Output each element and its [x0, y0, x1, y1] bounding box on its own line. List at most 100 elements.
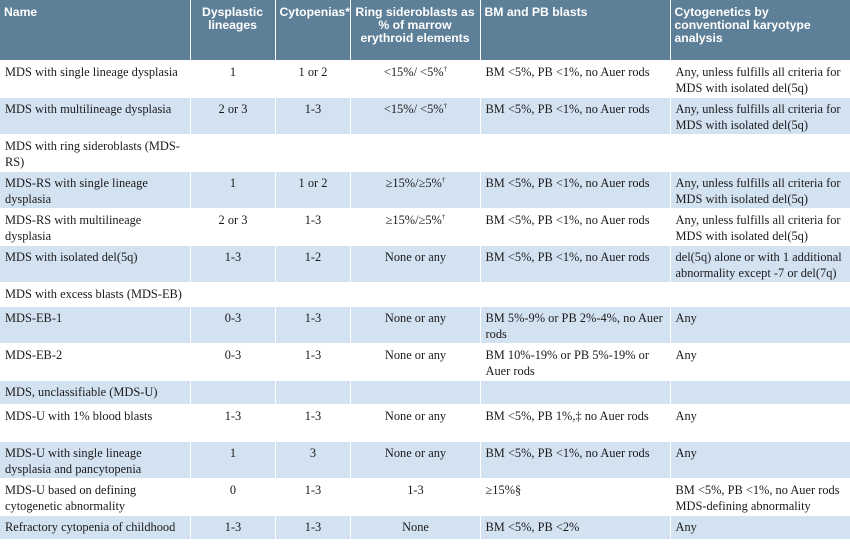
cell-cytopenias: 1-3: [275, 207, 351, 245]
header-cytopenias: Cytopenias*: [275, 0, 351, 60]
cell-blasts: BM <5%, PB <1%, no Auer rods: [480, 170, 671, 208]
header-cytogenetics: Cytogenetics by conventional karyotype a…: [674, 5, 811, 45]
cell-ring-sideroblasts: ≥15%/≥5%†: [350, 170, 481, 208]
header-blasts: BM and PB blasts: [480, 0, 671, 60]
cell-cytogenetics: [670, 133, 850, 171]
cell-ring-sideroblasts: None or any: [350, 403, 481, 441]
cell-blasts: ≥15%§: [480, 477, 671, 515]
cell-cytogenetics: [670, 281, 850, 306]
table-row: MDS-U with 1% blood blasts 1-3 1-3 None …: [0, 403, 850, 441]
cell-cytopenias: [275, 379, 351, 404]
cell-cytopenias: 1-3: [275, 403, 351, 441]
cell-cytopenias: 1-2: [275, 244, 351, 282]
cell-lineages: 0: [190, 477, 276, 515]
cell-ring-sideroblasts: None or any: [350, 440, 481, 478]
cell-blasts: [480, 281, 671, 306]
ring-value: <15%/ <5%: [383, 101, 444, 116]
cell-blasts: BM <5%, PB <1%, no Auer rods: [480, 96, 671, 134]
ring-value: None or any: [384, 347, 447, 362]
table-body: MDS with single lineage dysplasia 1 1 or…: [0, 59, 850, 539]
cell-name: MDS with isolated del(5q): [0, 244, 191, 282]
cell-name: Refractory cytopenia of childhood: [0, 514, 191, 539]
cell-lineages: [190, 133, 276, 171]
table-row: MDS with multilineage dysplasia 2 or 3 1…: [0, 96, 850, 134]
cell-name: MDS with multilineage dysplasia: [0, 96, 191, 134]
cell-cytopenias: 1 or 2: [275, 59, 351, 97]
cell-blasts: BM 5%-9% or PB 2%-4%, no Auer rods: [480, 305, 671, 343]
cell-lineages: 0-3: [190, 305, 276, 343]
cell-cytopenias: [275, 281, 351, 306]
footnote-mark: †: [443, 101, 448, 110]
cell-blasts: BM <5%, PB <1%, no Auer rods: [480, 244, 671, 282]
header-ring-sideroblasts: Ring sideroblasts as % of marrow erythro…: [350, 0, 481, 60]
cell-blasts: BM <5%, PB <2%: [480, 514, 671, 539]
cell-name: MDS, unclassifiable (MDS-U): [0, 379, 191, 404]
cell-blasts: [480, 133, 671, 171]
cell-cytopenias: 1-3: [275, 342, 351, 380]
cell-cytogenetics: Any: [670, 305, 850, 343]
ring-value: None: [402, 519, 429, 534]
cell-name: MDS with excess blasts (MDS-EB): [0, 281, 191, 306]
header-name: Name: [0, 0, 191, 60]
cell-cytogenetics: Any, unless fulfills all criteria for MD…: [670, 59, 850, 97]
table-row: MDS-EB-1 0-3 1-3 None or any BM 5%-9% or…: [0, 305, 850, 343]
table-row-group: MDS with ring sideroblasts (MDS-RS): [0, 133, 850, 171]
cell-cytopenias: 1 or 2: [275, 170, 351, 208]
cell-cytogenetics: [670, 379, 850, 404]
cell-ring-sideroblasts: ≥15%/≥5%†: [350, 207, 481, 245]
cell-ring-sideroblasts: None or any: [350, 305, 481, 343]
cell-name: MDS with ring sideroblasts (MDS-RS): [0, 133, 191, 171]
cell-name: MDS-EB-1: [0, 305, 191, 343]
ring-value: None or any: [384, 445, 447, 460]
ring-value: ≥15%/≥5%: [385, 212, 442, 227]
cell-name: MDS-RS with single lineage dysplasia: [0, 170, 191, 208]
footnote-mark: †: [443, 64, 448, 73]
header-dysplastic-lineages: Dysplastic lineages: [190, 0, 276, 60]
cell-name: MDS-EB-2: [0, 342, 191, 380]
cell-cytopenias: 1-3: [275, 514, 351, 539]
cell-ring-sideroblasts: 1-3: [350, 477, 481, 515]
cell-lineages: 2 or 3: [190, 96, 276, 134]
cell-cytopenias: 3: [275, 440, 351, 478]
ring-value: ≥15%/≥5%: [385, 175, 442, 190]
cell-ring-sideroblasts: <15%/ <5%†: [350, 59, 481, 97]
cell-lineages: 1-3: [190, 403, 276, 441]
ring-value: None or any: [384, 249, 447, 264]
cell-cytopenias: [275, 133, 351, 171]
header-row: Name Dysplastic lineages Cytopenias* Rin…: [0, 0, 850, 60]
cell-cytogenetics: BM <5%, PB <1%, no Auer rods MDS-definin…: [670, 477, 850, 515]
footnote-mark: †: [441, 175, 446, 184]
cell-lineages: 1: [190, 440, 276, 478]
table-row: MDS-U with single lineage dysplasia and …: [0, 440, 850, 478]
cell-lineages: 1-3: [190, 244, 276, 282]
cell-cytogenetics: Any, unless fulfills all criteria for MD…: [670, 170, 850, 208]
cell-ring-sideroblasts: [350, 133, 481, 171]
ring-value: <15%/ <5%: [383, 64, 444, 79]
table-row: MDS-RS with multilineage dysplasia 2 or …: [0, 207, 850, 245]
cell-lineages: 1: [190, 170, 276, 208]
cell-blasts: BM <5%, PB <1%, no Auer rods: [480, 59, 671, 97]
cell-ring-sideroblasts: None or any: [350, 244, 481, 282]
table-row: MDS-U based on defining cytogenetic abno…: [0, 477, 850, 515]
cell-name: MDS-RS with multilineage dysplasia: [0, 207, 191, 245]
cell-blasts: BM <5%, PB 1%,‡ no Auer rods: [480, 403, 671, 441]
cell-ring-sideroblasts: None or any: [350, 342, 481, 380]
cell-lineages: [190, 281, 276, 306]
cell-blasts: BM 10%-19% or PB 5%-19% or Auer rods: [480, 342, 671, 380]
cell-cytogenetics: Any, unless fulfills all criteria for MD…: [670, 96, 850, 134]
cell-cytogenetics: Any: [670, 440, 850, 478]
cell-name: MDS-U with 1% blood blasts: [0, 403, 191, 441]
cell-blasts: BM <5%, PB <1%, no Auer rods: [480, 440, 671, 478]
cell-cytopenias: 1-3: [275, 477, 351, 515]
ring-value: None or any: [384, 408, 447, 423]
cell-ring-sideroblasts: [350, 281, 481, 306]
cell-blasts: [480, 379, 671, 404]
cell-name: MDS-U based on defining cytogenetic abno…: [0, 477, 191, 515]
cell-cytogenetics: Any, unless fulfills all criteria for MD…: [670, 207, 850, 245]
cell-cytogenetics: Any: [670, 403, 850, 441]
cell-cytogenetics: del(5q) alone or with 1 additional abnor…: [670, 244, 850, 282]
table-row: MDS with isolated del(5q) 1-3 1-2 None o…: [0, 244, 850, 282]
cell-cytopenias: 1-3: [275, 305, 351, 343]
cell-lineages: 0-3: [190, 342, 276, 380]
table-row-group: MDS with excess blasts (MDS-EB): [0, 281, 850, 306]
